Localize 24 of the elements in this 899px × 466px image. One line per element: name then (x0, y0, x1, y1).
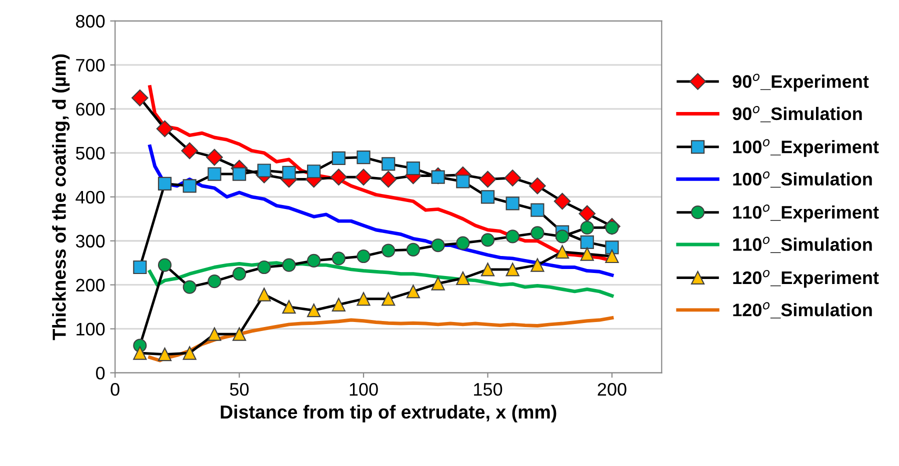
x-tick-label: 200 (598, 383, 626, 396)
legend-label: 90$^{o}$_Experiment (732, 74, 869, 92)
x-tick-label: 100 (350, 383, 378, 396)
y-axis-title: Thickness of the coating, d (µm) (52, 54, 70, 340)
x-tick-label: 50 (230, 383, 249, 396)
y-tick-label: 100 (76, 322, 105, 336)
legend-label: 120$^{o}$_Experiment (733, 270, 879, 288)
y-tick-label: 200 (76, 278, 105, 292)
y-tick-label: 800 (76, 14, 105, 28)
y-tick-label: 400 (76, 190, 105, 204)
y-tick-label: 0 (96, 366, 105, 380)
y-tick-label: 600 (76, 102, 105, 116)
y-tick-label: 300 (76, 234, 105, 248)
legend-label: 110$^{o}$_Simulation (733, 236, 872, 253)
x-tick-label: 0 (110, 383, 120, 396)
y-tick-label: 700 (76, 58, 105, 72)
legend-label: 90$^{o}$_Simulation (732, 106, 862, 122)
legend-label: 120$^{o}$_Simulation (733, 302, 872, 318)
legend-label: 110$^{o}$_Experiment (733, 204, 879, 222)
legend-label: 100$^{o}$_Simulation (733, 171, 872, 188)
y-tick-label: 500 (76, 146, 105, 160)
legend-label: 100$^{o}$_Experiment (733, 139, 879, 157)
x-axis-title: Distance from tip of extrudate, x (mm) (220, 404, 556, 422)
x-tick-label: 150 (474, 383, 502, 396)
